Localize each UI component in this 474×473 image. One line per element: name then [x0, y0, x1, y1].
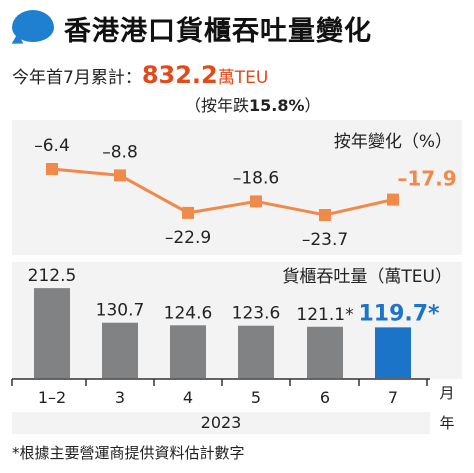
- x-tick-label: 3: [115, 388, 125, 407]
- speech-bubble-icon: [12, 10, 54, 42]
- x-tick-label: 5: [251, 388, 261, 407]
- summary-prefix: 今年首7月累計：: [12, 68, 142, 88]
- line-data-label: –6.4: [34, 136, 70, 156]
- bar: [375, 327, 411, 378]
- summary-total: 832.2: [141, 61, 218, 89]
- x-axis-unit-month: 月: [439, 384, 455, 402]
- x-axis-unit-year: 年: [439, 414, 455, 432]
- x-axis: 1–2 3 4 5 6 7: [11, 378, 430, 407]
- line-data-label: –22.9: [165, 228, 211, 248]
- summary-total-unit: 萬TEU: [217, 68, 269, 88]
- x-tick-label: 4: [183, 388, 193, 407]
- bar: [102, 322, 138, 378]
- bar: [238, 325, 274, 378]
- line-point: [114, 169, 126, 182]
- bar-data-label: 123.6: [232, 304, 281, 324]
- bar-data-label: 124.6: [164, 303, 213, 323]
- bar: [170, 325, 206, 378]
- line-point: [182, 206, 194, 219]
- yoy-value: 15.8%: [249, 96, 305, 115]
- bar-chart-unit-label: 貨櫃吞吐量（萬TEU）: [282, 267, 452, 287]
- line-point: [319, 209, 331, 221]
- bar-data-label: 130.7: [96, 301, 145, 321]
- year-label: 2023: [12, 412, 430, 434]
- summary-line: 今年首7月累計：832.2萬TEU: [12, 61, 268, 89]
- line-chart: –6.4 –8.8 –22.9 –18.6 –23.7 –17.9: [34, 136, 456, 250]
- bar-data-label: 121.1*: [296, 305, 353, 325]
- bar-data-label: 119.7*: [358, 301, 440, 326]
- bar-data-label: 212.5: [28, 266, 77, 286]
- bar-chart: 212.5 130.7 124.6 123.6 121.1* 119.7*: [28, 266, 440, 378]
- bar: [34, 288, 70, 378]
- footnote: *根據主要營運商提供資料估計數字: [12, 444, 245, 462]
- bar: [307, 326, 343, 378]
- summary-yoy: （按年跌15.8%）: [185, 92, 321, 116]
- line-series: [51, 167, 394, 217]
- line-chart-unit-label: 按年變化（%）: [333, 132, 452, 152]
- line-data-label: –23.7: [302, 230, 348, 250]
- line-data-label: –18.6: [233, 168, 279, 188]
- yoy-prefix: （按年跌: [185, 96, 250, 115]
- line-data-label: –17.9: [397, 167, 456, 191]
- line-data-label: –8.8: [102, 142, 138, 162]
- line-point: [46, 163, 58, 175]
- x-tick-label: 6: [320, 388, 330, 407]
- page-title: 香港港口貨櫃吞吐量變化: [64, 16, 372, 47]
- line-point: [250, 195, 262, 208]
- yoy-suffix: ）: [304, 96, 321, 115]
- x-tick-label: 7: [388, 388, 398, 407]
- line-point: [387, 193, 399, 206]
- line-chart-panel: [12, 120, 462, 255]
- x-tick-label: 1–2: [38, 388, 66, 407]
